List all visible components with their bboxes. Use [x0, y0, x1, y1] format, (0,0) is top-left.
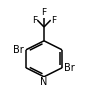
Text: F: F	[41, 8, 47, 17]
Text: Br: Br	[13, 45, 24, 55]
Text: N: N	[40, 77, 48, 87]
Text: F: F	[32, 16, 37, 25]
Text: F: F	[51, 16, 56, 25]
Text: Br: Br	[64, 63, 75, 73]
